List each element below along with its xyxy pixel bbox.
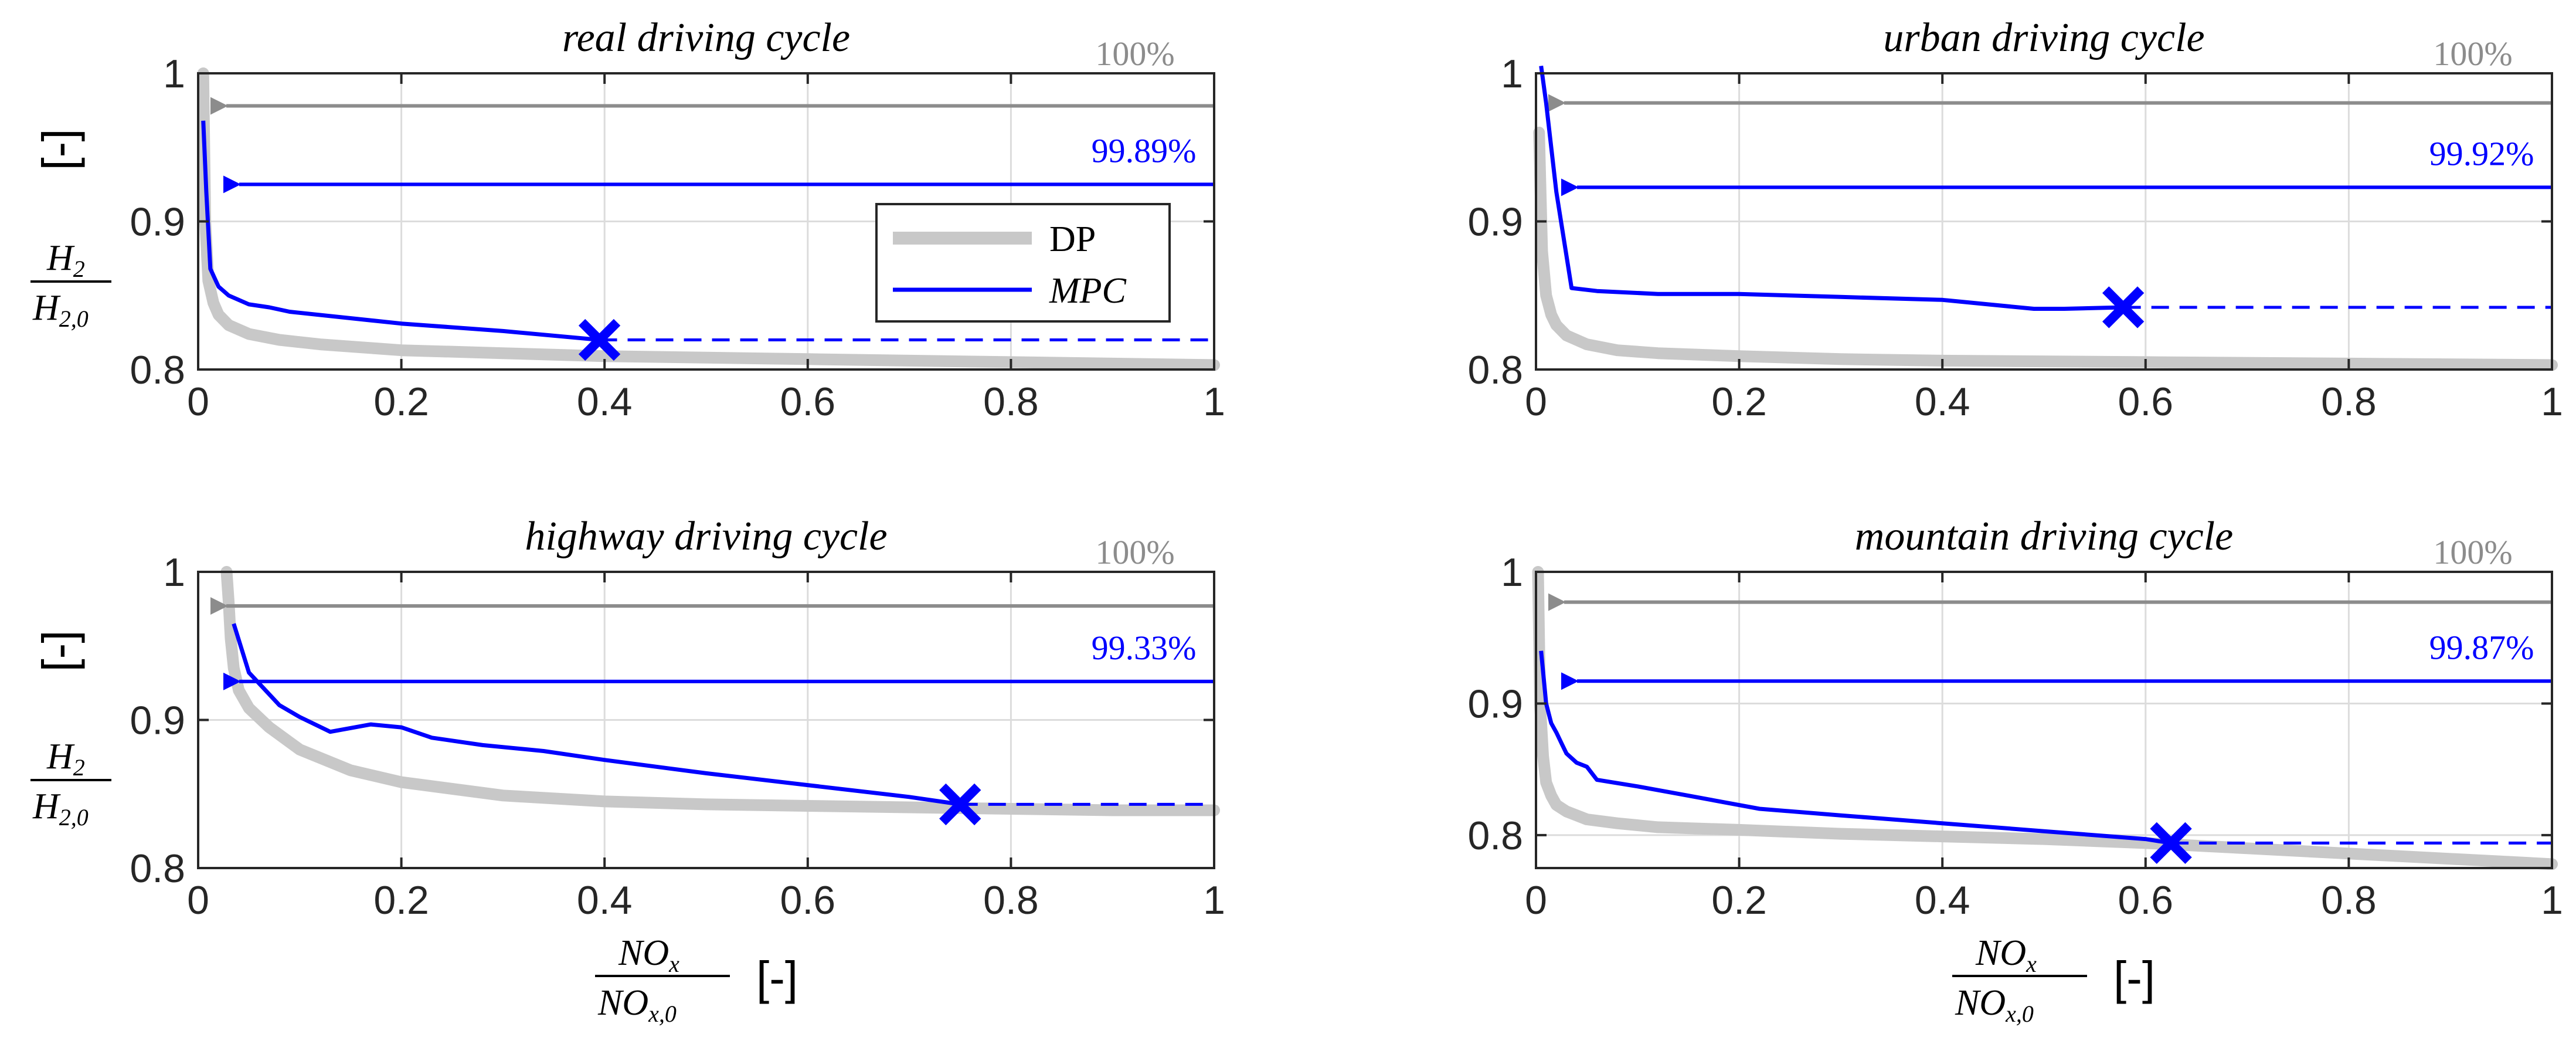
reference-label: 100% <box>2433 35 2512 73</box>
y-tick-label: 1 <box>163 52 185 96</box>
mpc-end-marker <box>2150 822 2192 865</box>
y-tick-label: 0.8 <box>1467 348 1523 392</box>
xlabel-left: NOx NOx,0 [-] <box>595 933 798 1027</box>
panel-1: real driving cycle 100% 99.89% 0 0.2 0.4 0.6 0.… <box>130 15 1225 424</box>
x-tick-label: 1 <box>1203 878 1225 923</box>
x-tick-label: 1 <box>2541 379 2563 424</box>
panel-2: urban driving cycle 100% 99.92% 0 0.2 0.4 0.6 0… <box>1467 15 2563 424</box>
svg-text:NOx: NOx <box>1975 933 2037 977</box>
x-tick-label: 1 <box>2541 878 2563 923</box>
chart-title: mountain driving cycle <box>1855 514 2233 559</box>
y-tick-label: 0.9 <box>1467 200 1523 245</box>
mpc-end-marker <box>939 783 981 826</box>
panel-3: highway driving cycle 100% 99.33% 0 0.2 0.4 0.… <box>130 514 1225 923</box>
dp-series-line <box>220 566 1220 816</box>
x-tick-label: 0.8 <box>2321 878 2377 923</box>
ylabel-top: H2 H2,0 [-] <box>30 128 111 332</box>
mpc-percent-label: 99.89% <box>1092 131 1197 170</box>
chart-title: highway driving cycle <box>525 514 887 559</box>
mpc-series-line <box>201 120 600 342</box>
svg-text:[-]: [-] <box>33 630 85 672</box>
svg-text:H2: H2 <box>46 737 85 781</box>
y-tick-label: 1 <box>1501 550 1523 595</box>
y-tick-label: 0.9 <box>130 699 185 743</box>
x-tick-label: 0.6 <box>2118 379 2174 424</box>
dp-series-line <box>197 67 1220 371</box>
plot-area <box>1536 572 2552 868</box>
svg-text:H2,0: H2,0 <box>32 787 89 831</box>
svg-text:H2: H2 <box>46 238 85 282</box>
y-tick-label: 1 <box>163 550 185 595</box>
mpc-end-marker <box>2102 286 2145 328</box>
panels: real driving cycle 100% 99.89% 0 0.2 0.4 0.6 0.… <box>130 15 2563 923</box>
reference-label: 100% <box>1095 533 1174 571</box>
svg-text:NOx: NOx <box>618 933 679 977</box>
svg-text:NOx,0: NOx,0 <box>597 983 677 1027</box>
x-tick-label: 0.8 <box>2321 379 2377 424</box>
x-tick-label: 0 <box>1525 878 1547 923</box>
x-tick-label: 0.8 <box>983 379 1039 424</box>
x-tick-label: 0.2 <box>1711 878 1767 923</box>
panel-4: mountain driving cycle 100% 99.87% 0 0.2 0.4 0… <box>1467 514 2563 923</box>
y-tick-label: 0.8 <box>1467 813 1523 858</box>
mpc-series-line <box>1539 650 2171 845</box>
mpc-series-line <box>232 623 961 806</box>
chart-title: urban driving cycle <box>1883 15 2204 60</box>
x-tick-label: 0 <box>187 379 209 424</box>
legend: DP MPC <box>875 203 1171 323</box>
mpc-percent-label: 99.87% <box>2429 628 2534 666</box>
mpc-percent-label: 99.92% <box>2429 134 2534 172</box>
x-tick-label: 0.6 <box>2118 878 2174 923</box>
xlabel-right: NOx NOx,0 [-] <box>1952 933 2155 1027</box>
x-tick-label: 0 <box>1525 379 1547 424</box>
svg-text:[-]: [-] <box>33 128 85 170</box>
svg-text:NOx,0: NOx,0 <box>1955 983 2034 1027</box>
reference-label: 100% <box>1095 35 1174 73</box>
y-tick-label: 0.9 <box>1467 682 1523 726</box>
y-tick-label: 1 <box>1501 52 1523 96</box>
x-tick-label: 0.2 <box>373 379 429 424</box>
y-tick-label: 0.8 <box>130 846 185 891</box>
legend-box <box>875 203 1171 323</box>
x-tick-label: 0.2 <box>1711 379 1767 424</box>
chart-title: real driving cycle <box>562 15 850 60</box>
axes-frame <box>1535 571 2553 869</box>
x-tick-label: 0.6 <box>780 379 836 424</box>
svg-text:H2,0: H2,0 <box>32 288 89 332</box>
mpc-percent-label: 99.33% <box>1092 629 1197 667</box>
mpc-series-line <box>1539 65 2123 311</box>
reference-label: 100% <box>2433 533 2512 571</box>
x-tick-label: 0.4 <box>1915 379 1970 424</box>
x-tick-label: 0.4 <box>1915 878 1970 923</box>
legend-label: MPC <box>1049 271 1127 311</box>
mpc-end-marker <box>578 318 621 361</box>
x-tick-label: 0.4 <box>577 379 633 424</box>
dp-series-line <box>1533 127 2558 371</box>
legend-label: DP <box>1049 219 1096 259</box>
y-tick-label: 0.9 <box>130 200 185 245</box>
x-tick-label: 0.2 <box>373 878 429 923</box>
svg-text:[-]: [-] <box>2113 952 2155 1004</box>
svg-text:[-]: [-] <box>756 952 798 1004</box>
x-tick-label: 0 <box>187 878 209 923</box>
ylabel-bottom: H2 H2,0 [-] <box>30 630 111 831</box>
dp-series-line <box>1532 566 2558 870</box>
x-tick-label: 0.4 <box>577 878 633 923</box>
x-tick-label: 0.8 <box>983 878 1039 923</box>
x-tick-label: 1 <box>1203 379 1225 424</box>
x-tick-label: 0.6 <box>780 878 836 923</box>
y-tick-label: 0.8 <box>130 348 185 392</box>
